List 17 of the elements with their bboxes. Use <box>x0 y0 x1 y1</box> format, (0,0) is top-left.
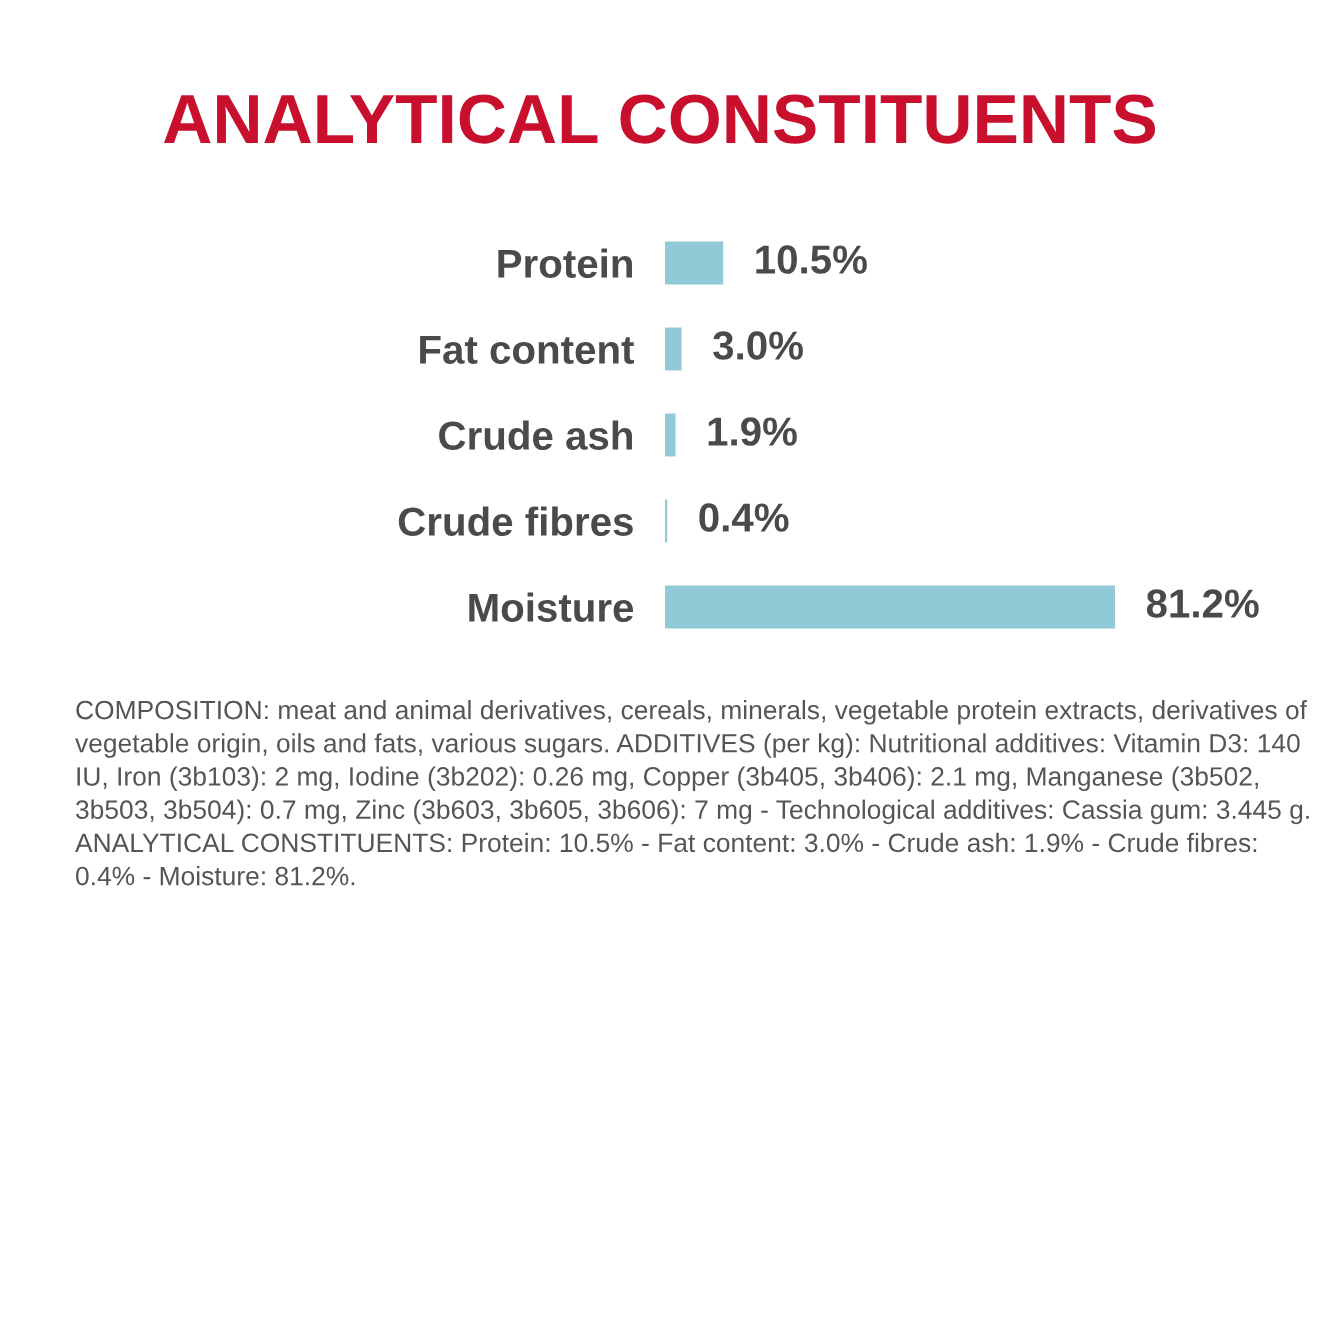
text: COMPOSITION: meat and animal derivatives, cereals, minerals, vegetable protein extracts, derivatives of vegetable origin, oils and fats, various sugars. ADDITIVES (per kg): Nutritional additives: Vitamin D3: 140 IU, Iron (3b103): 2 mg, Iodine (3b202): 0.26 mg, Copper (3b405, 3b406): 2.1 mg, Manganese (3b502, 3b503, 3b504): 0.7 mg, Zinc (3b603, 3b605, 3b606): 7 mg - Technological additives: Cassia gum: 3.445 g. ANALYTICAL CONSTITUENTS: Protein: 10.5% - Fat content: 3.0% - Crude ash: 1.9% - Crude fibres: 0.4% - Moisture: 81.2%. <box>75 700 1309 886</box>
data-label: 1.9% <box>708 417 797 446</box>
y-tick-label: Protein <box>498 248 632 278</box>
data-label: 81.2% <box>1146 589 1259 618</box>
y-tick-label: Crude fibres <box>398 506 633 536</box>
bar <box>665 241 724 285</box>
bar <box>665 327 682 371</box>
y-tick-label: Moisture <box>469 592 634 622</box>
data-label: 0.4% <box>699 503 789 532</box>
data-label: 3.0% <box>713 331 803 360</box>
bar <box>665 413 676 457</box>
bar <box>665 585 1115 629</box>
y-tick-label: Crude ash <box>439 420 632 450</box>
y-tick-label: Fat content <box>420 335 634 364</box>
bar <box>665 499 668 543</box>
chart-title: ANALYTICAL CONSTITUENTS <box>163 94 1156 144</box>
data-label: 10.5% <box>756 245 867 274</box>
